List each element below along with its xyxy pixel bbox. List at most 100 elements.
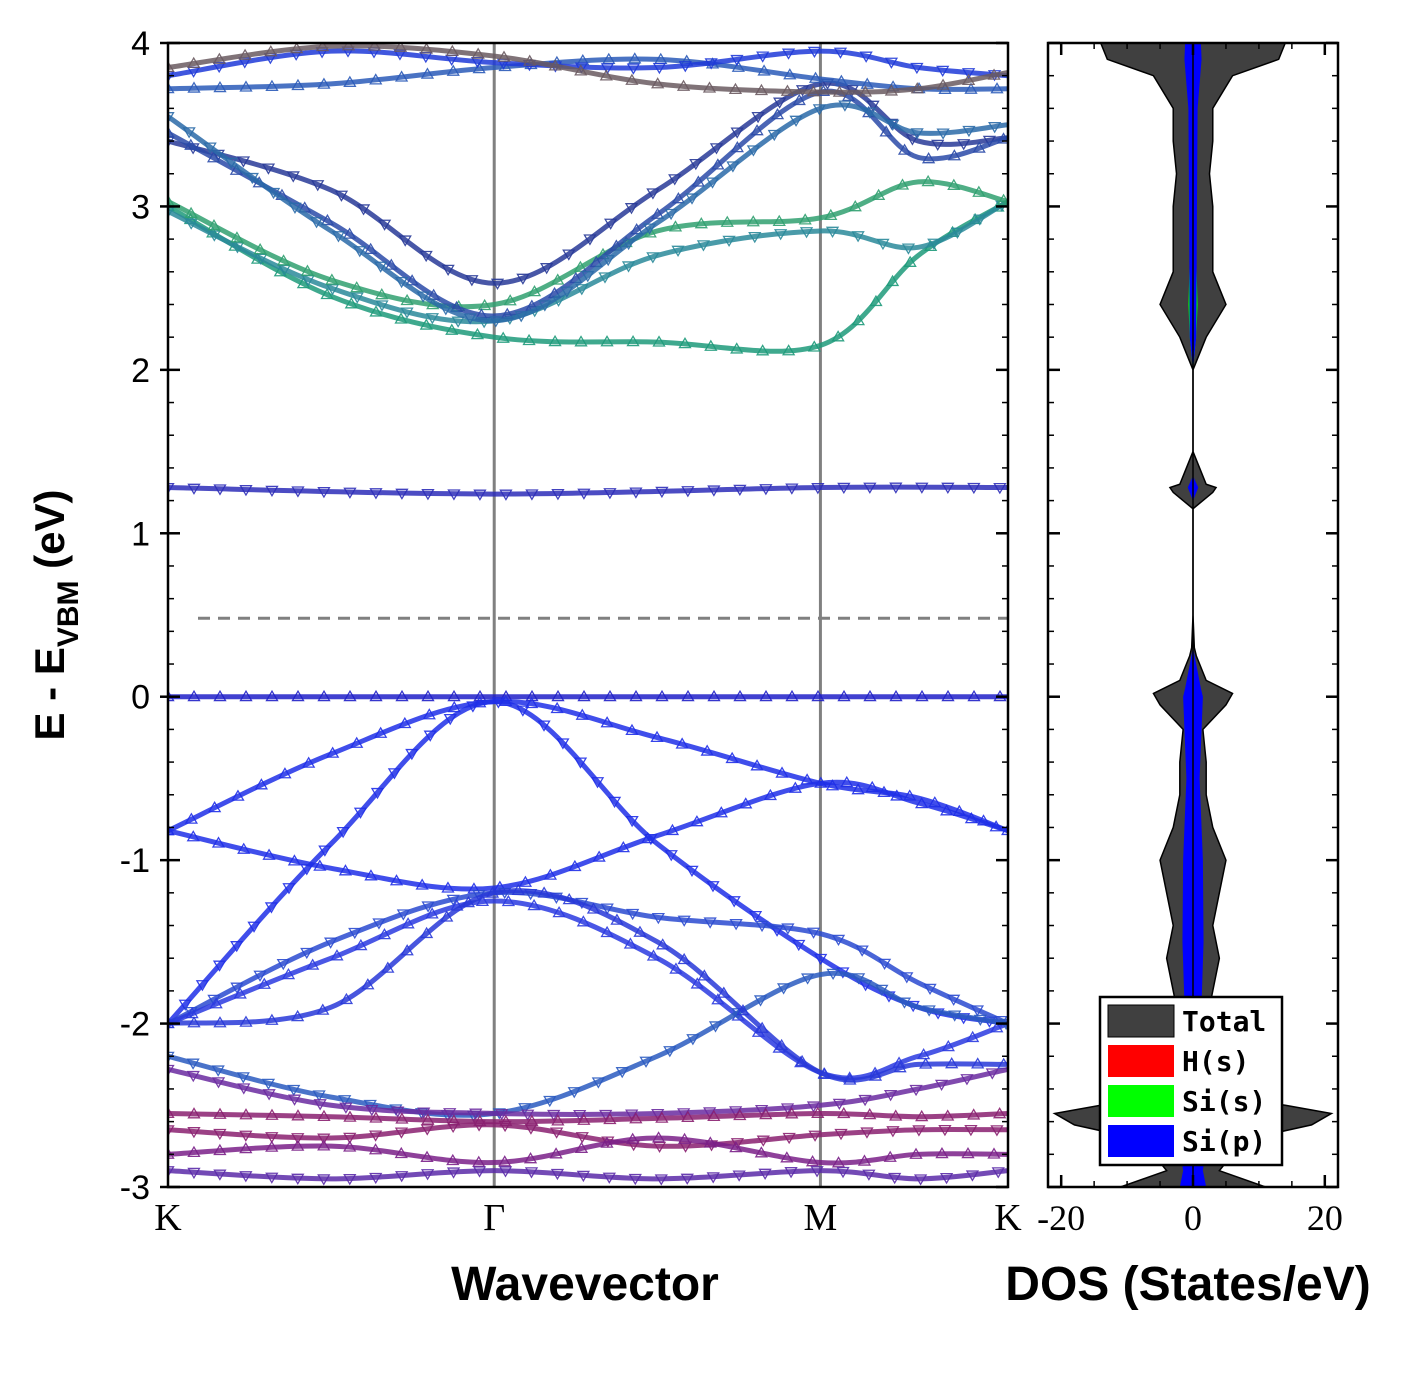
kpoint-label: Γ	[483, 1197, 505, 1239]
band-marker	[858, 85, 873, 97]
band-marker	[447, 689, 461, 702]
band-marker	[629, 487, 643, 499]
band-marker	[537, 886, 551, 898]
band-marker	[394, 1127, 409, 1139]
band-marker	[575, 284, 589, 296]
band-marker	[610, 913, 624, 925]
band-marker	[239, 1171, 253, 1183]
band-marker	[550, 1127, 564, 1139]
band-marker	[300, 264, 315, 276]
band-marker	[567, 1087, 581, 1099]
band-marker	[527, 285, 542, 297]
band-marker	[265, 1013, 279, 1025]
band-marker	[375, 300, 389, 312]
band-marker	[372, 918, 386, 930]
band-marker	[239, 80, 253, 92]
band-marker	[525, 489, 539, 501]
band-marker	[888, 1172, 902, 1185]
band-marker	[600, 903, 614, 915]
band-marker	[560, 286, 574, 298]
band-marker	[239, 1142, 253, 1154]
band-marker	[863, 107, 877, 119]
band-marker	[470, 327, 485, 340]
band-line	[168, 1131, 1008, 1168]
band-marker	[538, 300, 552, 312]
band-marker	[629, 1112, 643, 1124]
band-marker	[478, 298, 492, 311]
band-marker	[811, 1106, 825, 1118]
legend-label: Si(p)	[1182, 1125, 1266, 1158]
band-marker	[746, 145, 761, 157]
band-marker	[291, 78, 305, 91]
band-marker	[696, 240, 711, 252]
ytick-label: 3	[131, 188, 150, 226]
band-marker	[498, 1120, 512, 1133]
band-marker	[317, 1174, 331, 1186]
band-marker	[651, 912, 665, 925]
band-marker	[356, 204, 371, 216]
band-marker	[344, 297, 358, 309]
band-marker	[254, 778, 269, 790]
band-marker	[950, 227, 965, 239]
band-marker	[655, 689, 669, 702]
band-marker	[168, 1147, 175, 1159]
band-marker	[654, 1174, 668, 1186]
band-marker	[395, 1171, 409, 1183]
band-marker	[939, 804, 954, 816]
band-marker	[320, 213, 335, 226]
band-marker	[440, 910, 454, 922]
band-marker	[639, 1056, 653, 1068]
band-marker	[905, 134, 920, 146]
band-marker	[948, 1010, 962, 1022]
band-marker	[264, 902, 279, 914]
band-marker	[782, 1132, 796, 1145]
legend-label: Si(s)	[1182, 1085, 1266, 1118]
band-marker	[350, 281, 364, 293]
band-marker	[616, 840, 630, 853]
dos-xtick-label: 20	[1307, 1198, 1343, 1238]
band-curve	[168, 88, 1008, 319]
band-marker	[384, 258, 398, 270]
band-marker	[961, 1147, 975, 1159]
band-marker	[350, 736, 364, 748]
band-line	[168, 482, 1008, 501]
band-marker	[338, 1095, 352, 1107]
band-marker	[750, 759, 764, 771]
band-marker	[685, 865, 699, 878]
band-marker	[680, 1173, 694, 1185]
band-marker	[527, 898, 541, 911]
band-marker	[996, 193, 1008, 205]
band-marker	[652, 62, 667, 75]
band-marker	[970, 1005, 985, 1017]
band-marker	[733, 484, 747, 497]
band-marker	[607, 796, 622, 809]
band-marker	[728, 82, 743, 95]
band-marker	[671, 192, 686, 204]
band-marker	[168, 60, 175, 73]
band-marker	[990, 1125, 1004, 1137]
band-marker	[576, 915, 591, 927]
band-marker	[875, 984, 889, 997]
band-marker	[600, 335, 614, 347]
band-marker	[547, 1109, 561, 1122]
band-marker	[574, 62, 589, 74]
ytick-label: 0	[131, 679, 150, 717]
band-marker	[343, 1110, 357, 1122]
band-marker	[236, 1072, 250, 1084]
band-marker	[600, 716, 614, 728]
band-marker	[591, 1077, 605, 1089]
band-marker	[621, 261, 636, 273]
band-line	[168, 1166, 1008, 1186]
band-marker	[422, 708, 436, 720]
band-marker	[447, 489, 461, 501]
band-marker	[518, 875, 533, 887]
band-marker	[915, 482, 929, 494]
band-marker	[599, 1109, 613, 1122]
band-marker	[522, 333, 536, 346]
band-marker	[664, 850, 678, 862]
band-marker	[211, 836, 226, 848]
band-marker	[872, 188, 886, 200]
band-marker	[625, 815, 639, 828]
legend-swatch	[1108, 1045, 1174, 1077]
